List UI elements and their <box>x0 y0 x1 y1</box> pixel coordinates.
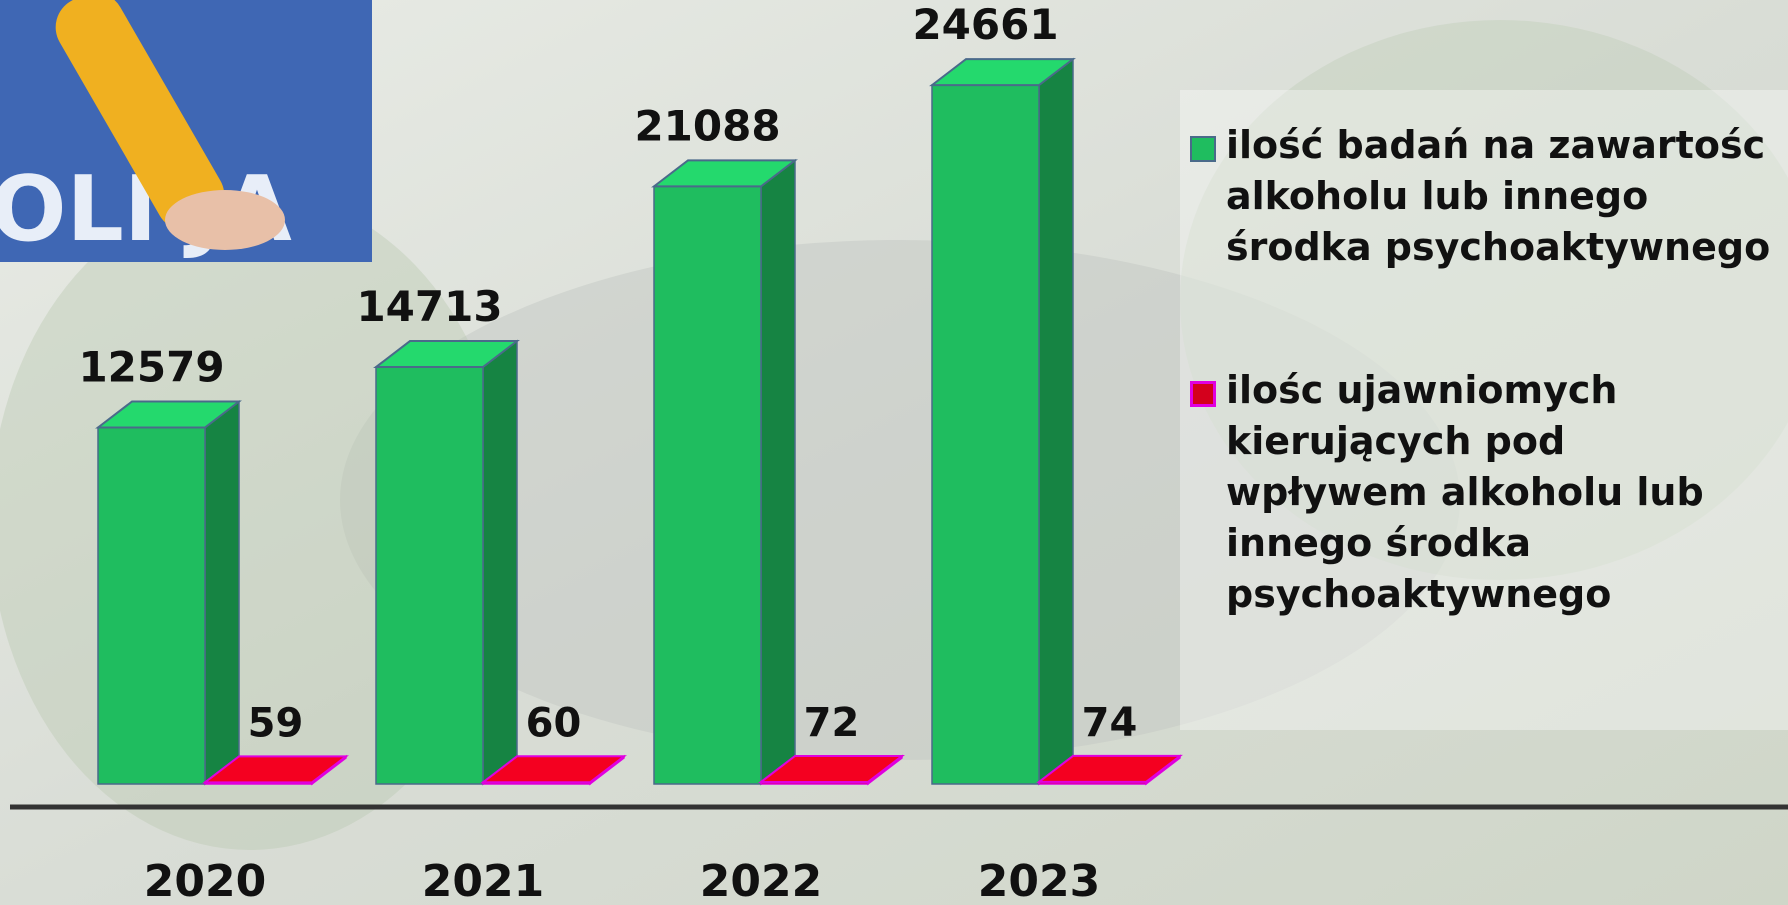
value-label: 72 <box>804 700 860 746</box>
bar <box>98 428 205 784</box>
value-label: 74 <box>1082 700 1138 746</box>
x-tick-label: 2020 <box>144 856 266 905</box>
legend: ilość badań na zawartośc alkoholu lub in… <box>1180 120 1780 712</box>
legend-item: ilość badań na zawartośc alkoholu lub in… <box>1180 120 1780 273</box>
x-tick-label: 2021 <box>422 856 544 905</box>
value-label: 59 <box>248 700 304 746</box>
slide: OLI JA 12579 59 2020 14713 60 2021 21088 72 2022… <box>0 0 1788 905</box>
legend-label: ilość badań na zawartośc alkoholu lub in… <box>1226 120 1780 273</box>
legend-swatch <box>1190 136 1216 162</box>
bar-side <box>205 402 239 784</box>
x-tick-label: 2023 <box>978 856 1100 905</box>
x-tick-label: 2022 <box>700 856 822 905</box>
bar-side <box>1039 59 1073 784</box>
value-label: 24661 <box>912 0 1058 49</box>
legend-label: ilośc ujawniomych kierujących pod wpływe… <box>1226 365 1780 620</box>
value-label: 12579 <box>78 343 224 392</box>
legend-swatch <box>1190 381 1216 407</box>
photo: OLI JA <box>0 0 372 262</box>
bar <box>376 367 483 784</box>
legend-item: ilośc ujawniomych kierujących pod wpływe… <box>1180 365 1780 620</box>
bar <box>654 186 761 784</box>
value-label: 21088 <box>634 101 780 150</box>
bar-side <box>483 341 517 784</box>
value-label: 14713 <box>356 282 502 331</box>
bar-side <box>761 160 795 784</box>
value-label: 60 <box>526 700 582 746</box>
bar <box>932 85 1039 784</box>
